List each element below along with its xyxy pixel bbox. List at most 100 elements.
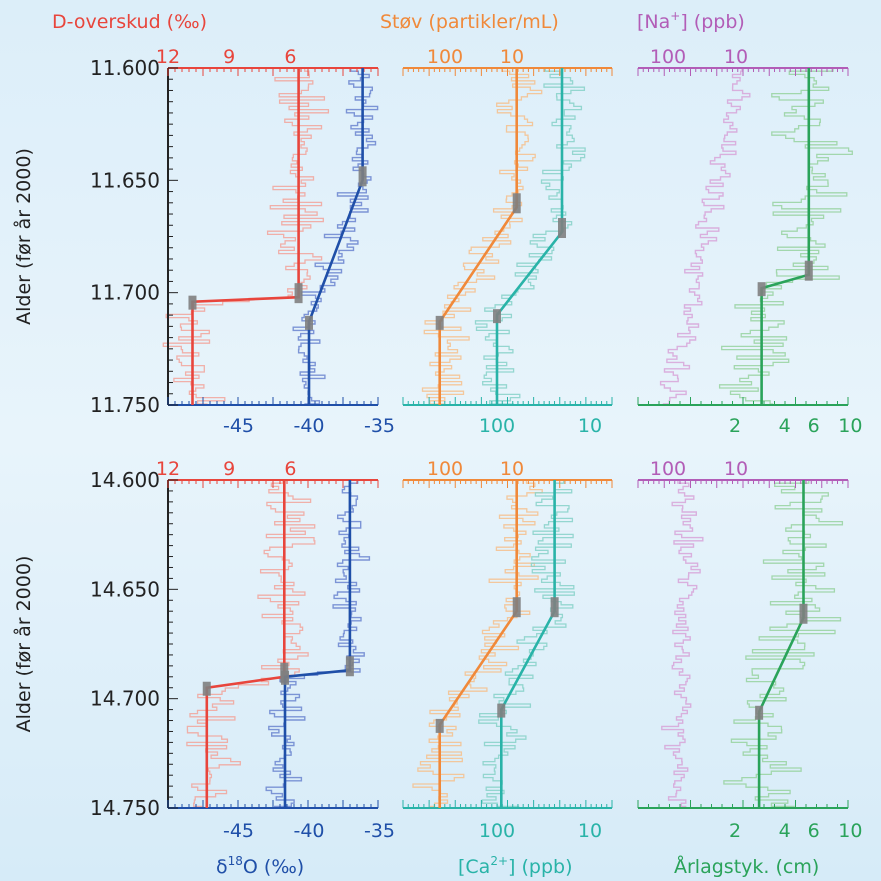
fit-dexcess-p1 <box>205 480 286 808</box>
bottom-label-d18o-delta: δ <box>216 856 228 878</box>
bottom-tick-d18o-p0-1: -40 <box>293 415 324 437</box>
bottom-label-ca: [Ca2+] (ppb) <box>458 854 573 878</box>
transition-marker-ca-p1-0 <box>550 597 559 618</box>
record-d18o-p0 <box>292 68 379 405</box>
record-ca-p1 <box>478 480 575 808</box>
top-tick-dust-p0-1: 10 <box>500 46 524 68</box>
bottom-label-ca-sup: 2+ <box>490 854 508 868</box>
transition-marker-d18o-p0-1 <box>305 315 313 330</box>
bottom-tick-layer-p1-0: 2 <box>729 820 741 842</box>
transition-marker-dust-p0-1 <box>435 315 444 330</box>
bottom-tick-d18o-p1-2: -35 <box>364 820 395 842</box>
top-tick-dust-p0-0: 100 <box>427 46 463 68</box>
bottom-label-ca-suffix: ] (ppb) <box>508 856 572 878</box>
bottom-tick-ca-p1-0: 100 <box>479 820 515 842</box>
top-label-dust: Støv (partikler/mL) <box>380 11 559 33</box>
top-label-na-suffix: ] (ppb) <box>680 11 744 33</box>
fit-dexcess-p0 <box>191 68 300 405</box>
top-tick-dexcess-p1-1: 9 <box>223 458 235 480</box>
fit-layer-p0 <box>760 68 811 405</box>
y-axis-label-p0: Alder (før år 2000) <box>12 148 35 325</box>
axes <box>167 67 849 809</box>
chart-labels: D-overskud (‰) Støv (partikler/mL) [Na+]… <box>12 9 862 878</box>
record-layer-p0 <box>718 68 853 405</box>
bottom-label-d18o: δ18O (‰) <box>216 854 304 878</box>
fit-dust-p1 <box>438 480 519 808</box>
top-label-na-sup: + <box>670 9 680 23</box>
record-na-p0 <box>659 68 751 405</box>
top-tick-dust-p1-1: 10 <box>500 458 524 480</box>
top-tick-na-p0-0: 100 <box>650 46 686 68</box>
y-tick-label-p1-1: 14.650 <box>90 577 160 601</box>
record-dust-p1 <box>412 480 543 808</box>
noisy-records <box>162 68 853 808</box>
transition-marker-dexcess-p0-0 <box>294 283 303 304</box>
bottom-tick-d18o-p1-0: -45 <box>223 820 254 842</box>
bottom-label-d18o-rest: O (‰) <box>243 856 304 878</box>
y-tick-label-p1-3: 14.750 <box>90 796 160 820</box>
fit-ca-p1 <box>499 480 556 808</box>
record-ca-p0 <box>474 68 586 405</box>
top-label-dexcess: D-overskud (‰) <box>52 11 207 33</box>
top-tick-dexcess-p1-0: 12 <box>156 458 180 480</box>
bottom-tick-ca-p0-1: 10 <box>578 415 602 437</box>
y-tick-label-p0-2: 11.700 <box>90 281 160 305</box>
fit-d18o-p0 <box>307 68 364 405</box>
bottom-tick-ca-p1-1: 10 <box>578 820 602 842</box>
top-tick-dexcess-p0-1: 9 <box>223 46 235 68</box>
fit-layer-p1 <box>757 480 805 808</box>
y-tick-label-p0-1: 11.650 <box>90 168 160 192</box>
record-na-p1 <box>661 480 704 808</box>
transition-marker-ca-p0-0 <box>558 218 567 239</box>
bottom-tick-layer-p0-0: 2 <box>729 415 741 437</box>
bottom-tick-ca-p0-0: 100 <box>479 415 515 437</box>
bottom-tick-layer-p1-1: 4 <box>779 820 791 842</box>
top-tick-dexcess-p1-2: 6 <box>284 458 296 480</box>
transition-marker-dust-p1-1 <box>435 718 444 733</box>
top-tick-na-p1-0: 100 <box>650 458 686 480</box>
transition-marker-dexcess-p1-1 <box>202 681 211 696</box>
bottom-tick-d18o-p1-1: -40 <box>293 820 324 842</box>
record-dexcess-p0 <box>162 68 330 405</box>
bottom-tick-layer-p0-1: 4 <box>779 415 791 437</box>
top-tick-na-p1-1: 10 <box>724 458 748 480</box>
transition-marker-layer-p1-1 <box>755 705 764 720</box>
bottom-tick-layer-p0-2: 6 <box>808 415 820 437</box>
y-tick-label-p1-2: 14.700 <box>90 687 160 711</box>
fit-ca-p0 <box>495 68 564 405</box>
y-tick-label-p1-0: 14.600 <box>90 468 160 492</box>
bottom-tick-layer-p1-2: 6 <box>808 820 820 842</box>
transition-marker-layer-p0-0 <box>804 260 813 281</box>
y-tick-label-p0-0: 11.600 <box>90 56 160 80</box>
top-label-na-prefix: [Na <box>637 11 670 33</box>
transition-marker-ca-p1-1 <box>497 703 506 718</box>
bottom-label-ca-prefix: [Ca <box>458 856 490 878</box>
bottom-tick-d18o-p0-0: -45 <box>223 415 254 437</box>
fit-lines <box>188 68 813 808</box>
transition-marker-layer-p0-1 <box>757 282 766 297</box>
bottom-tick-layer-p0-3: 10 <box>838 415 862 437</box>
transition-marker-dust-p1-0 <box>512 597 521 618</box>
transition-marker-d18o-p1-1 <box>281 670 290 685</box>
transition-marker-dexcess-p0-1 <box>188 295 197 310</box>
record-dexcess-p1 <box>186 480 316 808</box>
top-label-na: [Na+] (ppb) <box>637 9 745 33</box>
bottom-tick-d18o-p0-2: -35 <box>364 415 395 437</box>
record-d18o-p1 <box>265 480 371 808</box>
top-tick-dexcess-p0-0: 12 <box>156 46 180 68</box>
top-tick-dexcess-p0-2: 6 <box>284 46 296 68</box>
record-layer-p1 <box>723 480 844 808</box>
top-tick-na-p0-1: 10 <box>724 46 748 68</box>
bottom-label-d18o-sup: 18 <box>228 854 243 868</box>
transition-marker-ca-p0-1 <box>493 309 501 324</box>
y-tick-label-p0-3: 11.750 <box>90 393 160 417</box>
transition-marker-layer-p1-0 <box>799 603 808 624</box>
bottom-tick-layer-p1-3: 10 <box>838 820 862 842</box>
bottom-label-layer: Årlagstyk. (cm) <box>674 855 819 878</box>
transition-marker-dust-p0-0 <box>512 193 521 214</box>
top-tick-dust-p1-0: 100 <box>427 458 463 480</box>
y-axis-label-p1: Alder (før år 2000) <box>12 556 35 733</box>
transition-marker-d18o-p0-0 <box>358 166 367 187</box>
fit-d18o-p1 <box>283 480 352 808</box>
